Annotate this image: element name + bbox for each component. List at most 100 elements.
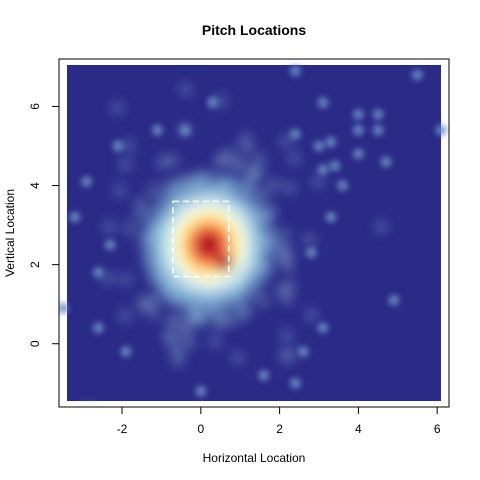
- outlier-point: [372, 124, 384, 136]
- density-point: [172, 346, 183, 357]
- density-point: [194, 315, 205, 326]
- density-point: [120, 274, 131, 285]
- density-point: [114, 185, 125, 196]
- density-point: [269, 179, 280, 190]
- density-point: [123, 140, 134, 151]
- outlier-point: [372, 108, 384, 120]
- density-point: [167, 336, 178, 347]
- plot-area: [59, 65, 447, 407]
- density-point: [282, 293, 293, 304]
- density-point: [84, 403, 94, 407]
- density-point: [212, 316, 223, 327]
- density-point: [167, 155, 178, 166]
- density-point: [157, 157, 168, 168]
- x-tick-label: 6: [434, 422, 441, 436]
- y-tick-label: 6: [28, 103, 42, 110]
- outlier-point: [151, 124, 163, 136]
- outlier-point: [317, 97, 329, 108]
- density-point: [241, 143, 252, 154]
- density-point: [148, 184, 159, 195]
- y-tick-label: 4: [28, 182, 42, 189]
- density-point: [209, 335, 220, 346]
- density-point: [242, 177, 253, 188]
- y-axis-label: Vertical Location: [3, 189, 17, 277]
- density-point: [277, 285, 288, 296]
- density-point: [183, 319, 194, 330]
- density-point: [281, 330, 292, 341]
- strike-zone: [172, 200, 230, 278]
- density-point: [232, 352, 243, 363]
- outlier-point: [352, 108, 364, 120]
- density-point: [284, 349, 295, 360]
- density-point: [112, 103, 123, 114]
- x-tick-label: 2: [276, 422, 283, 436]
- density-contour: [215, 253, 234, 272]
- density-point: [148, 307, 159, 318]
- density-point: [254, 153, 265, 164]
- density-point: [124, 223, 135, 234]
- outlier-point: [59, 302, 69, 314]
- outlier-layer: [59, 65, 447, 397]
- outlier-point: [352, 148, 364, 160]
- density-point: [135, 198, 146, 209]
- density-contour: [200, 235, 218, 254]
- density-point: [278, 230, 289, 241]
- density-point: [280, 255, 291, 266]
- outlier-point: [112, 140, 124, 152]
- outlier-point: [120, 346, 132, 358]
- density-point: [135, 209, 146, 220]
- y-tick-label: 0: [28, 340, 42, 347]
- outlier-point: [297, 346, 309, 358]
- density-point: [281, 246, 292, 257]
- outlier-point: [411, 69, 423, 81]
- x-tick-label: 4: [355, 422, 362, 436]
- outlier-point: [92, 322, 104, 334]
- density-point: [120, 159, 131, 170]
- density-point: [180, 84, 191, 95]
- density-point: [184, 337, 195, 348]
- density-point: [281, 135, 292, 146]
- outlier-point: [329, 160, 341, 172]
- outlier-point: [289, 65, 301, 77]
- density-point: [312, 176, 323, 187]
- outlier-point: [325, 211, 337, 223]
- outlier-point: [337, 180, 349, 192]
- density-point: [120, 310, 131, 321]
- density-point: [306, 310, 317, 321]
- outlier-point: [207, 97, 219, 108]
- density-point: [103, 222, 114, 233]
- density-point: [138, 296, 149, 307]
- outlier-point: [305, 247, 317, 259]
- density-point: [173, 355, 184, 366]
- y-tick-label: 2: [28, 261, 42, 268]
- density-point: [259, 188, 270, 199]
- density-point: [289, 153, 300, 164]
- outlier-point: [179, 124, 191, 136]
- outlier-point: [92, 267, 104, 279]
- density-point: [225, 316, 236, 327]
- outlier-point: [388, 294, 400, 306]
- density-point: [223, 149, 234, 160]
- outlier-point: [380, 156, 392, 168]
- density-layer: [84, 84, 387, 407]
- outlier-point: [313, 140, 325, 152]
- outlier-point: [195, 385, 207, 397]
- outlier-point: [325, 136, 337, 148]
- chart-title: Pitch Locations: [202, 22, 306, 38]
- outlier-point: [258, 369, 270, 381]
- density-point: [240, 306, 251, 317]
- x-tick-label: -2: [117, 422, 128, 436]
- density-point: [247, 164, 258, 175]
- outlier-point: [435, 124, 447, 136]
- density-point: [215, 155, 226, 166]
- outlier-point: [317, 164, 329, 176]
- y-axis: 0 2 4 6: [28, 103, 60, 347]
- outlier-point: [317, 322, 329, 334]
- density-point: [102, 272, 113, 283]
- density-point: [376, 221, 387, 232]
- density-point: [149, 295, 160, 306]
- outlier-point: [104, 239, 116, 251]
- outlier-point: [352, 124, 364, 136]
- density-point: [284, 280, 295, 291]
